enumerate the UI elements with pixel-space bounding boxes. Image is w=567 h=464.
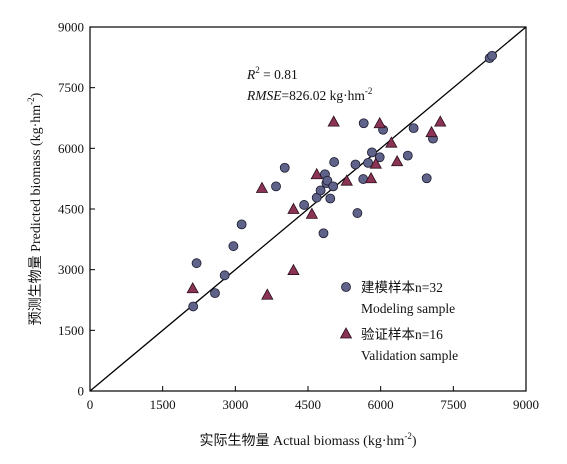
modeling-sample-point — [374, 152, 385, 163]
validation-sample-point — [327, 115, 340, 127]
modeling-sample-point — [402, 150, 413, 161]
y-tick-label: 1500 — [58, 323, 84, 338]
x-tick-label: 9000 — [513, 397, 539, 412]
modeling-sample-point — [329, 157, 340, 167]
modeling-sample-point — [191, 258, 202, 269]
validation-sample-point — [373, 116, 386, 129]
validation-sample-point — [287, 263, 300, 275]
modeling-sample-point — [318, 228, 329, 239]
validation-sample-point — [340, 174, 353, 186]
x-tick-label: 6000 — [368, 397, 394, 412]
modeling-sample-point — [322, 175, 333, 186]
modeling-sample-point — [363, 157, 373, 168]
modeling-sample-point — [228, 241, 239, 252]
modeling-sample-point — [487, 50, 497, 61]
validation-sample-point — [255, 181, 269, 193]
legend-marker-modeling — [341, 282, 351, 292]
rmse-annotation: RMSE=826.02 kg·hm-2 — [246, 86, 372, 103]
legend: 建模样本n=32 Modeling sample 验证样本n=16 Valida… — [339, 280, 458, 363]
modeling-sample-point — [328, 181, 339, 192]
y-axis-title: 预测生物量 Predicted biomass (kg·hm-2) — [26, 92, 44, 325]
modeling-sample-point — [325, 193, 336, 204]
x-tick-label: 1500 — [150, 397, 176, 412]
modeling-sample-point — [271, 181, 281, 192]
legend-marker-validation — [339, 327, 353, 339]
modeling-sample-point — [352, 208, 363, 218]
validation-sample-point — [425, 125, 438, 138]
y-tick-label: 9000 — [58, 20, 84, 35]
legend-label-validation: 验证样本n=16 — [361, 327, 443, 342]
y-tick-label: 7500 — [58, 80, 84, 95]
validation-sample-point — [305, 207, 319, 219]
x-axis-title: 实际生物量 Actual biomass (kg·hm-2) — [199, 431, 416, 449]
modeling-sample-point — [236, 219, 247, 230]
legend-label-modeling-en: Modeling sample — [361, 301, 455, 316]
r2-annotation: R2 = 0.81 — [246, 65, 298, 82]
legend-label-modeling: 建模样本n=32 — [361, 280, 443, 295]
modeling-sample-point — [188, 301, 199, 312]
legend-label-validation-en: Validation sample — [361, 348, 458, 363]
x-tick-label: 0 — [87, 397, 94, 412]
y-tick-label: 3000 — [58, 262, 84, 277]
modeling-sample-point — [408, 123, 419, 134]
y-tick-label: 6000 — [58, 141, 84, 156]
validation-sample-point — [390, 154, 404, 167]
validation-sample-point — [287, 202, 300, 214]
modeling-sample-point — [219, 270, 230, 281]
data-points — [186, 50, 497, 312]
modeling-sample-point — [210, 288, 220, 299]
modeling-sample-point — [299, 200, 310, 210]
modeling-sample-point — [367, 147, 377, 158]
validation-sample-point — [364, 171, 378, 184]
validation-sample-point — [385, 136, 398, 148]
modeling-sample-point — [279, 162, 290, 173]
validation-sample-point — [369, 157, 382, 169]
y-tick-label: 4500 — [58, 202, 84, 217]
x-tick-label: 3000 — [222, 397, 248, 412]
x-tick-label: 7500 — [440, 397, 466, 412]
x-tick-label: 4500 — [295, 397, 321, 412]
validation-sample-point — [186, 281, 199, 294]
validation-sample-point — [434, 115, 447, 127]
y-tick-label: 0 — [78, 384, 85, 399]
one-to-one-line — [89, 26, 527, 392]
axis-ticks: 0 1500 3000 4500 6000 7500 9000 0 1500 3000 4500 60… — [58, 20, 539, 413]
modeling-sample-point — [421, 173, 432, 184]
modeling-sample-point — [315, 185, 326, 196]
modeling-sample-point — [350, 159, 361, 170]
modeling-sample-point — [358, 118, 369, 129]
validation-sample-point — [261, 288, 274, 300]
annotation: R2 = 0.81 RMSE=826.02 kg·hm-2 — [246, 65, 372, 103]
validation-sample-point — [310, 167, 323, 180]
